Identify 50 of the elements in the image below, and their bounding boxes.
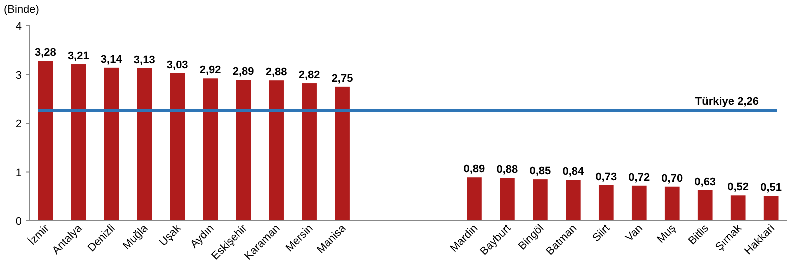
y-tick-label: 1 bbox=[16, 167, 22, 180]
data-label: 2,75 bbox=[332, 72, 354, 85]
data-label: 0,73 bbox=[596, 171, 618, 184]
y-tick-label: 4 bbox=[16, 21, 22, 33]
bar bbox=[137, 68, 152, 221]
data-label: 0,63 bbox=[694, 176, 716, 188]
x-tick-label: Muş bbox=[655, 222, 679, 246]
data-label: 2,92 bbox=[200, 64, 222, 77]
bar bbox=[104, 68, 120, 221]
y-tick-label: 3 bbox=[16, 70, 22, 82]
data-label: 2,82 bbox=[298, 70, 320, 82]
data-label: 3,14 bbox=[100, 54, 124, 66]
ref-line-label: Türkiye 2,26 bbox=[695, 96, 759, 108]
bar bbox=[566, 180, 581, 221]
bar bbox=[170, 73, 186, 221]
data-label: 0,51 bbox=[760, 182, 782, 194]
data-label: 0,88 bbox=[496, 164, 518, 176]
data-label: 0,84 bbox=[562, 166, 586, 178]
bar bbox=[203, 78, 218, 221]
data-label: 0,72 bbox=[628, 172, 650, 184]
bar bbox=[664, 186, 680, 221]
data-label: 3,28 bbox=[34, 47, 56, 60]
x-tick-label: Siirt bbox=[590, 222, 613, 245]
bar bbox=[71, 64, 86, 221]
bar bbox=[632, 186, 647, 221]
bar bbox=[598, 185, 614, 221]
data-label: 0,89 bbox=[464, 164, 486, 176]
bar bbox=[467, 178, 482, 221]
bar bbox=[730, 196, 746, 221]
data-label: 0,52 bbox=[728, 182, 750, 194]
bar bbox=[764, 196, 779, 221]
data-label: 3,21 bbox=[68, 50, 90, 63]
bar bbox=[533, 180, 548, 221]
y-tick-label: 0 bbox=[16, 216, 22, 228]
bar bbox=[335, 86, 350, 221]
bar bbox=[500, 178, 515, 221]
data-label: 2,88 bbox=[266, 66, 288, 79]
data-label: 3,13 bbox=[134, 54, 156, 66]
bar bbox=[269, 80, 284, 221]
data-label: 2,89 bbox=[232, 66, 254, 78]
y-axis-title: (Binde) bbox=[4, 4, 40, 16]
bar bbox=[236, 80, 251, 221]
y-tick-label: 2 bbox=[16, 118, 22, 130]
bar bbox=[38, 61, 54, 221]
bar bbox=[302, 84, 317, 221]
x-tick-label: Van bbox=[624, 222, 646, 244]
data-label: 3,03 bbox=[166, 59, 188, 72]
bar bbox=[698, 190, 713, 221]
data-label: 0,85 bbox=[530, 166, 552, 178]
data-label: 0,70 bbox=[662, 172, 684, 185]
